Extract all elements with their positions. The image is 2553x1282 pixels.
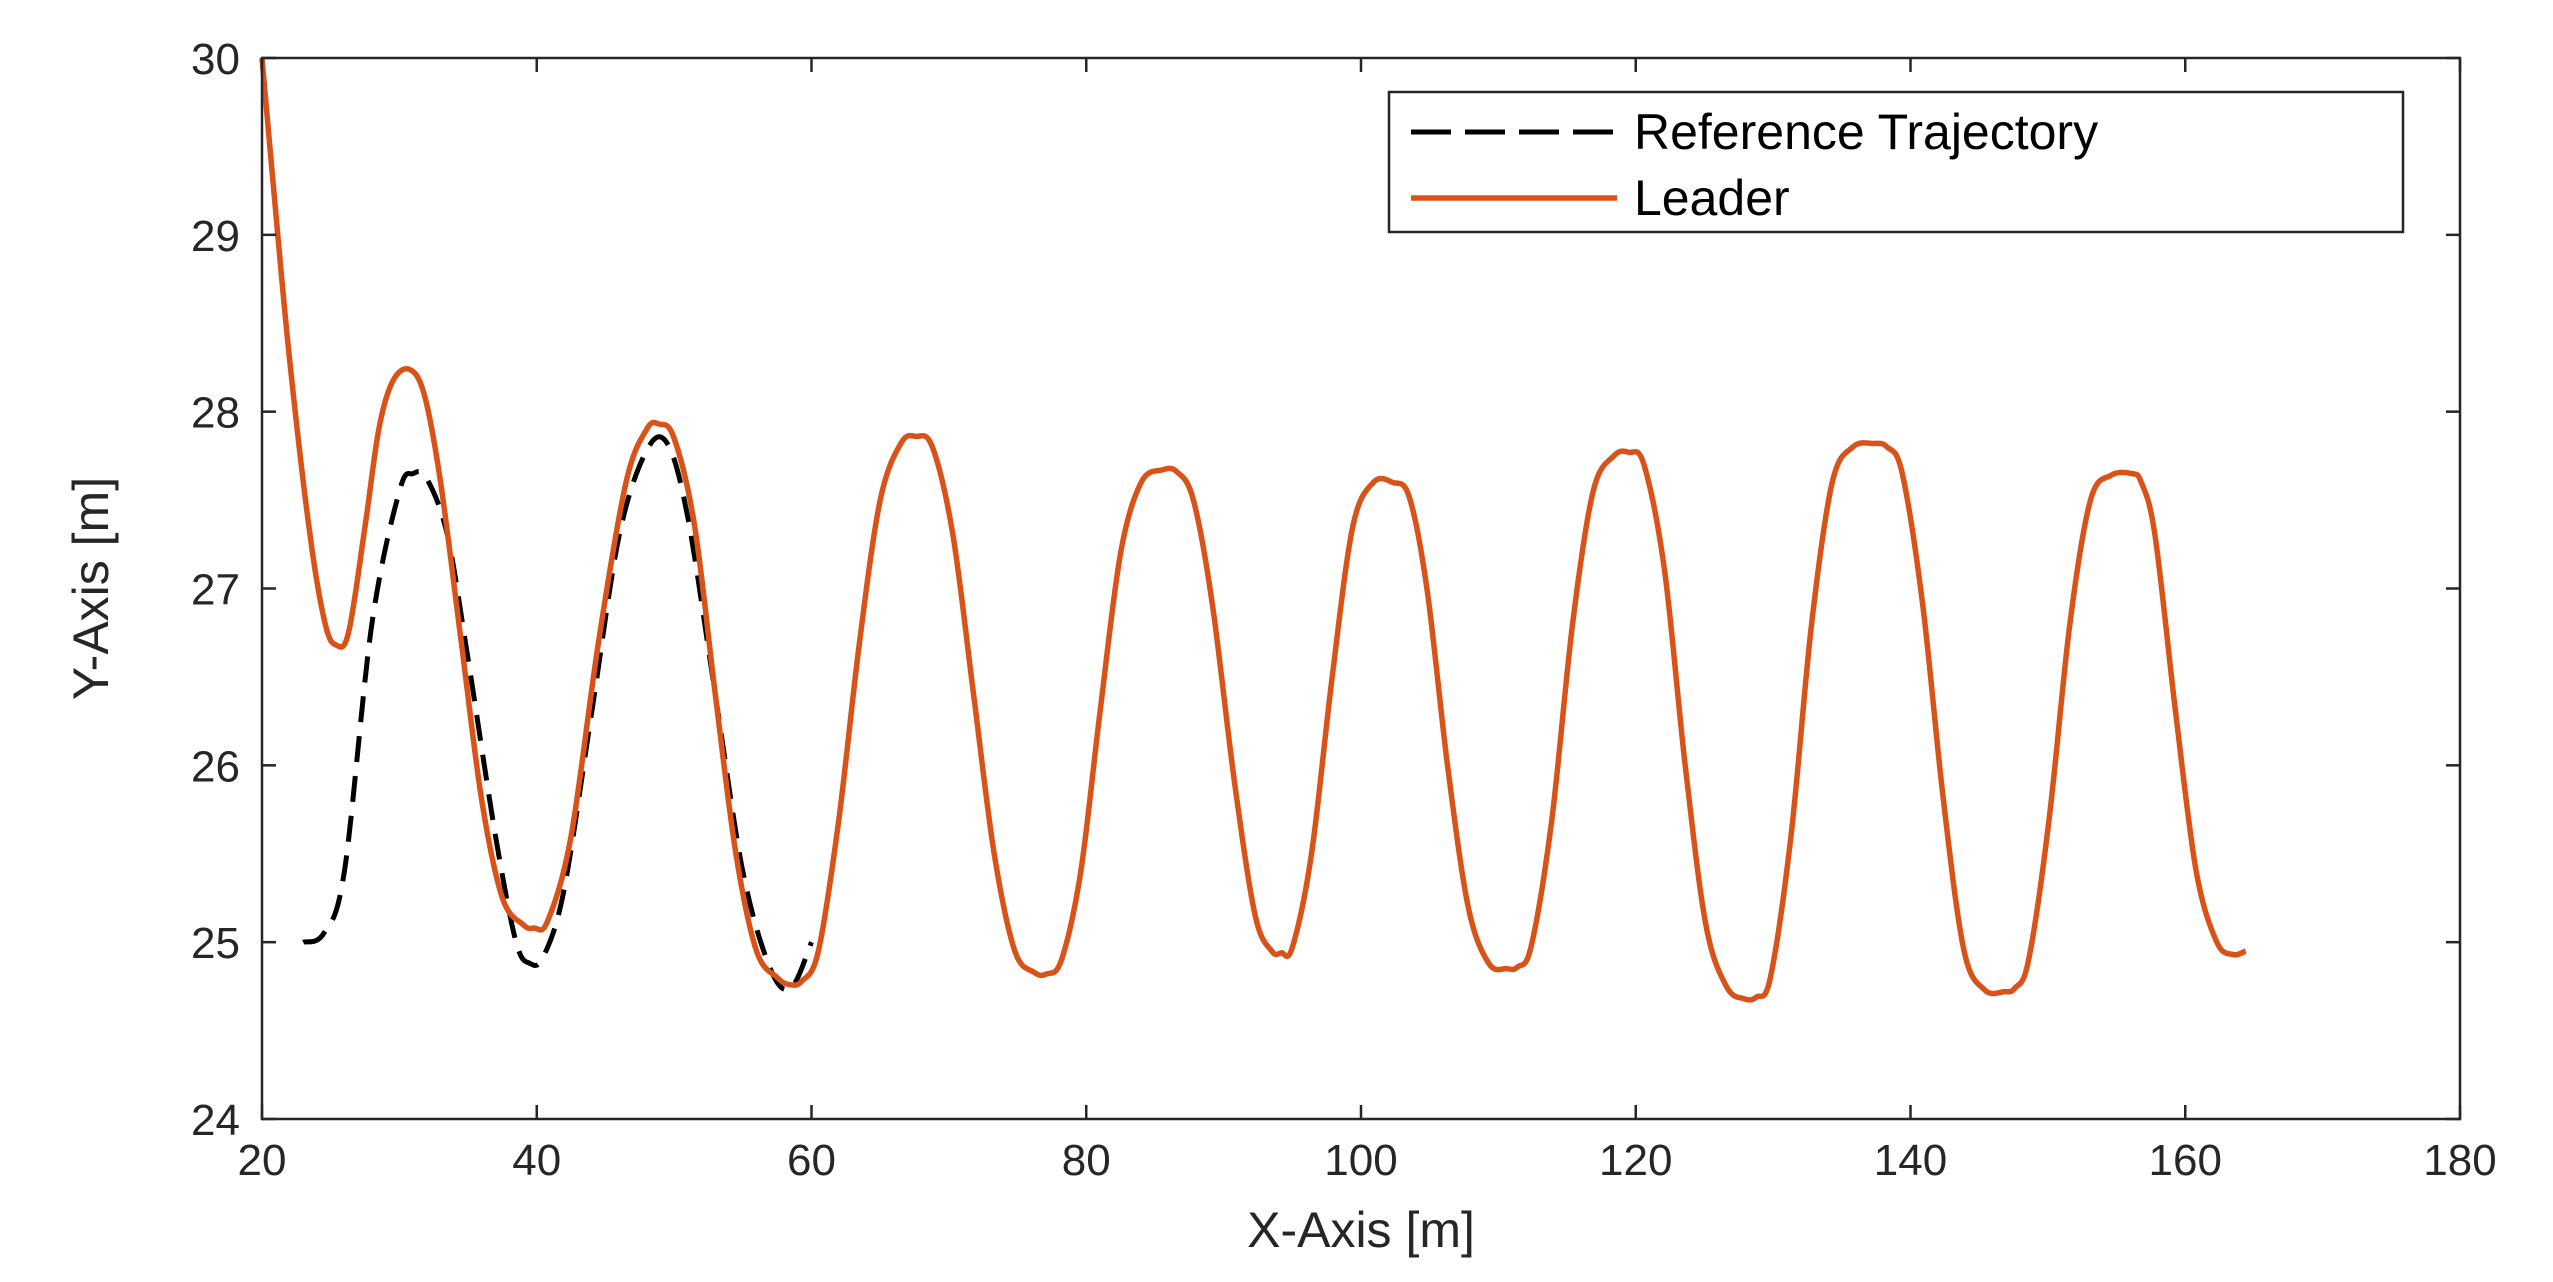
y-axis-label: Y-Axis [m] — [63, 477, 119, 700]
y-tick-label: 25 — [191, 919, 240, 968]
y-tick-label: 29 — [191, 212, 240, 261]
x-tick-label: 40 — [512, 1136, 561, 1185]
y-tick-label: 27 — [191, 566, 240, 615]
x-tick-label: 20 — [238, 1136, 287, 1185]
y-tick-label: 28 — [191, 389, 240, 438]
x-tick-label: 180 — [2423, 1136, 2496, 1185]
x-tick-label: 140 — [1874, 1136, 1947, 1185]
legend-label-leader: Leader — [1634, 170, 1790, 226]
y-tick-label: 30 — [191, 35, 240, 84]
x-axis-label: X-Axis [m] — [1247, 1202, 1475, 1258]
ticks-layer: 20 40 60 80 100 120 140 160 180 24 25 26 27 28 29 30 — [191, 35, 2497, 1185]
x-tick-label: 160 — [2149, 1136, 2222, 1185]
legend: Reference Trajectory Leader — [1387, 90, 2405, 234]
series-line-leader — [259, 57, 2247, 1003]
x-tick-label: 100 — [1324, 1136, 1397, 1185]
y-tick-label: 24 — [191, 1096, 240, 1145]
x-tick-label: 60 — [787, 1136, 836, 1185]
legend-box — [1387, 90, 2405, 234]
legend-label-reference-trajectory: Reference Trajectory — [1634, 104, 2098, 160]
x-tick-label: 80 — [1062, 1136, 1111, 1185]
series-layer — [259, 57, 2247, 1003]
y-tick-label: 26 — [191, 742, 240, 791]
x-tick-label: 120 — [1599, 1136, 1672, 1185]
